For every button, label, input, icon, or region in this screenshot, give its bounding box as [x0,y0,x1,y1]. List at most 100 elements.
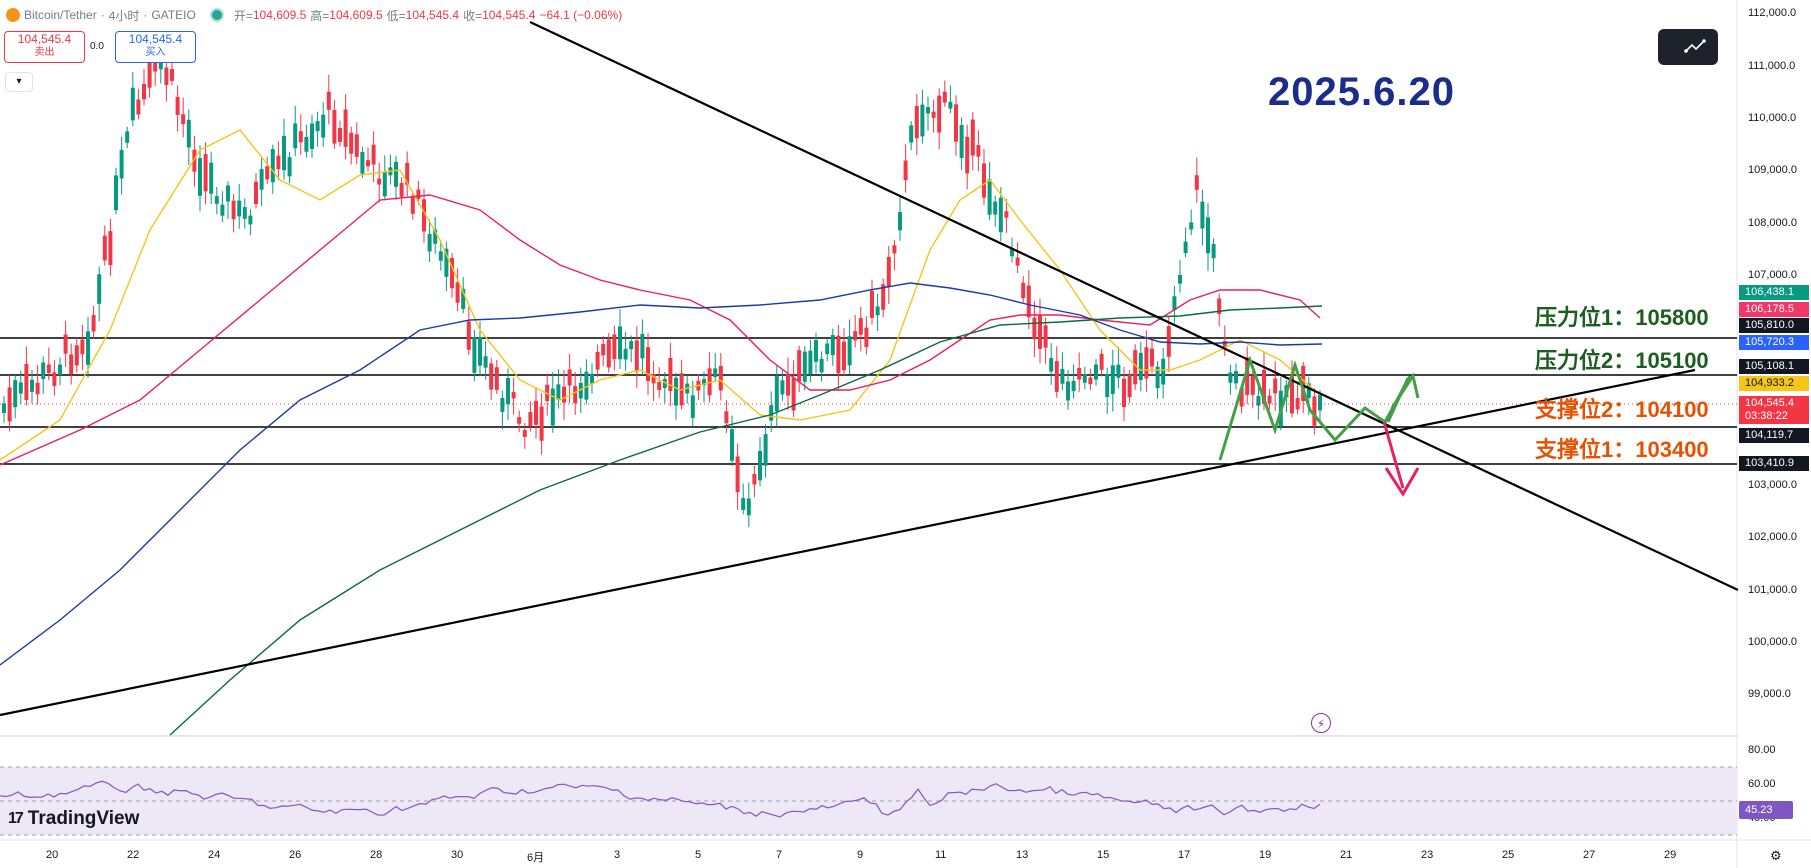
candle-body [287,157,292,177]
spread-value: 0.0 [90,41,104,52]
date-axis-label: 3 [614,849,621,861]
candle-body [30,379,34,392]
projection-path-up [1218,355,1412,461]
candle-body [326,91,331,110]
candle-body [567,369,572,386]
candle-body [634,340,639,372]
collapse-legend-button[interactable]: ▾ [5,72,33,92]
candle-body [724,411,729,424]
candle-body [730,429,734,461]
candle-body [360,151,365,174]
date-axis-label: 27 [1583,849,1596,861]
candle-body [741,498,746,510]
ma-yellow-line [0,129,1321,461]
candle-body [13,380,18,408]
candle-body [1217,298,1222,315]
candle-body [315,121,320,132]
candle-body [46,364,51,374]
candle-body [629,341,634,350]
candle-body [802,351,807,382]
candle-body [450,257,454,289]
legend-separator: · [143,8,148,22]
candle-body [80,339,85,355]
candle-body [147,61,152,88]
candle-body [405,162,410,185]
flash-icon[interactable]: ⚡ [1311,713,1331,733]
ma-blue-price-tag: 105,720.3 [1739,335,1809,350]
rsi-axis-label: 60.00 [1748,778,1776,790]
candle-body [7,387,12,422]
date-axis-label: 19 [1259,849,1272,861]
buy-button[interactable]: 104,545.4 买入 [115,31,196,63]
candle-body [52,372,57,386]
tradingview-logo[interactable]: 17 TradingView [8,808,139,830]
candle-body [1206,217,1210,254]
candle-body [853,331,858,341]
candle-body [354,134,359,157]
candle-body [752,473,757,485]
candle-body [1312,396,1317,426]
candle-body [433,229,438,244]
candle-body [209,162,214,194]
candle-body [965,136,970,174]
date-axis-label: 25 [1502,849,1515,861]
settings-gear-icon[interactable]: ⚙ [1770,848,1782,863]
candle-body [41,362,46,380]
close-label: 收= [463,8,483,23]
candle-body [203,154,208,192]
candle-body [1178,274,1182,284]
candle-body [858,318,863,335]
level-value: 105800 [1635,305,1709,330]
market-status-icon[interactable] [209,8,224,22]
candle-body [298,131,303,143]
candle-body [483,356,488,368]
candle-body [399,183,404,197]
interval-label[interactable]: 4小时 [108,8,140,23]
candle-body [186,119,191,148]
low-label: 低= [386,8,406,23]
symbol-name[interactable]: Bitcoin/Tether [24,8,97,22]
candle-body [1318,394,1322,411]
candle-body [2,403,6,414]
candle-body [338,128,342,142]
candle-body [758,450,762,481]
chart-toolbar-button[interactable] [1658,29,1718,65]
candle-body [24,363,29,401]
level-price-tag: 104,119.7 [1739,428,1809,443]
candle-body [1122,378,1126,408]
candle-body [175,96,180,115]
candle-body [349,132,354,154]
level-label: 压力位1： [1535,305,1636,330]
chevron-down-icon: ▾ [16,76,22,87]
candle-body [746,498,751,516]
candle-body [830,334,835,356]
date-axis-label: 24 [208,849,221,861]
candle-body [1049,358,1054,372]
exchange-label: GATEIO [151,8,196,22]
candle-body [472,337,477,373]
sell-button[interactable]: 104,545.4 卖出 [4,31,85,63]
candle-body [1172,296,1177,311]
candle-body [1105,374,1110,397]
rsi-value-tag: 45.23 [1739,801,1793,819]
candle-body [444,248,449,277]
candle-body [690,395,695,418]
date-axis-label: 6月 [527,852,545,864]
rsi-axis-label: 80.00 [1748,744,1776,756]
candle-body [142,83,146,100]
candle-body [1071,380,1076,392]
candle-body [780,380,785,395]
support-level-2: 支撑位2：104100 [1535,392,1709,424]
candle-body [170,69,174,81]
price-axis-label: 99,000.0 [1748,688,1791,700]
candle-body [819,358,824,373]
level-price-tag: 103,410.9 [1739,456,1809,471]
support-level-1: 支撑位1：103400 [1535,432,1709,464]
candle-body [438,251,443,261]
candle-body [119,150,124,179]
level-price-tag: 105,108.1 [1739,359,1809,374]
candle-body [1150,348,1154,367]
candle-body [114,175,118,211]
ma-yellow-price-tag: 104,933.2 [1739,376,1809,391]
